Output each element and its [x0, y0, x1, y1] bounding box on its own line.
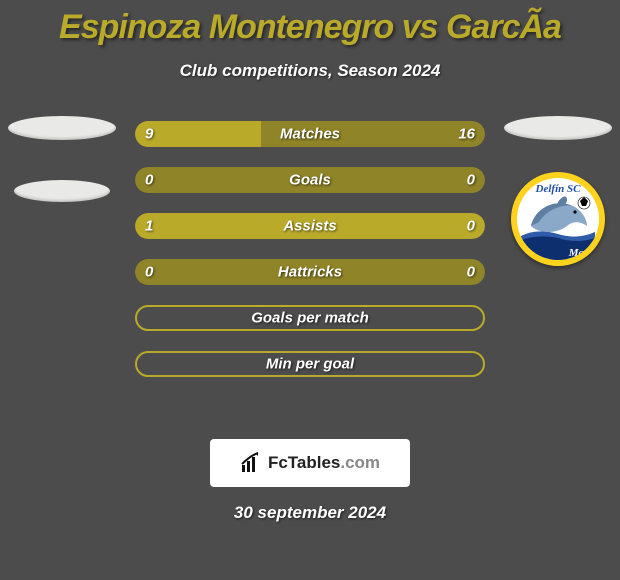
stat-bar-label: Assists: [283, 218, 336, 235]
dolphin-icon: Delfín SC Mant: [517, 178, 599, 260]
stat-bar-value-right: 16: [458, 126, 475, 143]
stat-bar-value-right: 0: [467, 172, 475, 189]
stat-bar: Goals per match: [135, 305, 485, 331]
stat-bar-label: Hattricks: [278, 264, 342, 281]
stat-bar: Min per goal: [135, 351, 485, 377]
club-bottom-text: Mant: [568, 247, 594, 259]
stat-bar-value-right: 0: [467, 218, 475, 235]
stat-bar-value-left: 0: [145, 172, 153, 189]
left-player-badges: [8, 116, 116, 202]
club-top-text: Delfín SC: [535, 183, 582, 195]
stat-bar-value-left: 1: [145, 218, 153, 235]
stat-bar-value-left: 0: [145, 264, 153, 281]
stat-bar: Assists 1 0: [135, 213, 485, 239]
stat-bar-label: Matches: [280, 126, 340, 143]
fctables-prefix: Fc: [268, 453, 288, 472]
page-title: Espinoza Montenegro vs GarcÃa: [0, 0, 620, 47]
player-left-badge-1: [8, 116, 116, 140]
fctables-text: FcTables.com: [268, 453, 380, 473]
stat-bar: Hattricks 0 0: [135, 259, 485, 285]
club-badge-disc: Delfín SC Mant: [511, 172, 605, 266]
right-player-badges: Delfín SC Mant: [504, 116, 612, 266]
stat-bar: Matches 9 16: [135, 121, 485, 147]
fctables-suffix: .com: [340, 453, 380, 472]
player-right-badge-1: [504, 116, 612, 140]
player-left-badge-2: [14, 180, 110, 202]
stat-bar: Goals 0 0: [135, 167, 485, 193]
date-text: 30 september 2024: [0, 503, 620, 523]
subtitle: Club competitions, Season 2024: [0, 61, 620, 81]
fctables-main: Tables: [288, 453, 341, 472]
fctables-logo-icon: [240, 452, 262, 474]
stat-bars-column: Matches916Goals00Assists10Hattricks00Goa…: [135, 121, 485, 377]
stat-bar-value-left: 9: [145, 126, 153, 143]
stat-bar-label: Min per goal: [266, 356, 354, 373]
stat-bar-label: Goals: [289, 172, 331, 189]
stat-bar-label: Goals per match: [251, 310, 369, 327]
stat-bar-value-right: 0: [467, 264, 475, 281]
comparison-region: Delfín SC Mant Matches 9 16 Goals 0 0 Assists 1…: [0, 121, 620, 421]
fctables-watermark: FcTables.com: [210, 439, 410, 487]
